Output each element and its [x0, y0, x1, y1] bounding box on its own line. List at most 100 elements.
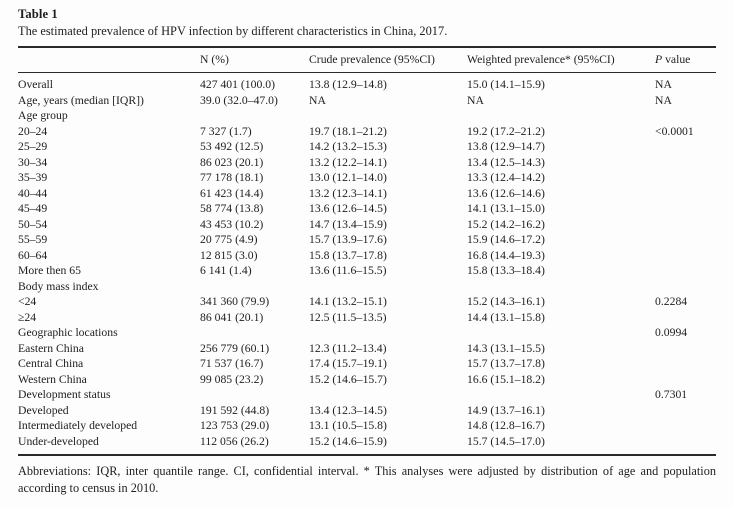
- cell-n: 86 041 (20.1): [200, 310, 264, 324]
- cell-crude: 14.7 (13.4–15.9): [309, 217, 387, 231]
- table-body: Overall 427 401 (100.0) 13.8 (12.9–14.8) 15…: [18, 73, 716, 456]
- cell-crude: 14.2 (13.2–15.3): [309, 140, 387, 153]
- cell-p: [655, 263, 716, 279]
- cell-weighted: 14.3 (13.1–15.5): [467, 341, 545, 355]
- cell-p: [655, 403, 716, 419]
- cell-label: More then 65: [18, 264, 81, 277]
- cell-weighted: [467, 387, 655, 403]
- cell-n: 123 753 (29.0): [200, 419, 270, 432]
- paper-page: Table 1 The estimated prevalence of HPV …: [18, 7, 716, 495]
- cell-p: [655, 139, 716, 155]
- header-row: N (%) Crude prevalence (95%CI) Weighted …: [18, 46, 716, 73]
- cell-crude: 15.8 (13.7–17.8): [309, 248, 387, 262]
- cell-weighted: 13.3 (12.4–14.2): [467, 171, 545, 184]
- cell-weighted: 14.1 (13.1–15.0): [467, 202, 545, 215]
- cell-p: [655, 108, 716, 124]
- cell-label: Eastern China: [18, 341, 84, 355]
- cell-weighted: 13.6 (12.6–14.6): [467, 186, 545, 200]
- cell-crude: 14.1 (13.2–15.1): [309, 295, 387, 308]
- cell-label: ≥24: [18, 310, 37, 324]
- section-row: Body mass index: [18, 279, 716, 295]
- table-row: 35–39 77 178 (18.1) 13.0 (12.1–14.0) 13.3 (…: [18, 170, 716, 186]
- cell-weighted: 15.7 (13.7–17.8): [467, 357, 545, 370]
- cell-weighted: [467, 325, 655, 341]
- cell-n: 112 056 (26.2): [200, 434, 269, 448]
- table-row: Age, years (median [IQR]) 39.0 (32.0–47.0…: [18, 93, 716, 109]
- cell-label: 50–54: [18, 217, 48, 231]
- cell-label: 60–64: [18, 248, 48, 262]
- cell-crude: [309, 108, 467, 124]
- section-row: Development status 0.7301: [18, 387, 716, 403]
- section-row: Age group: [18, 108, 716, 124]
- cell-p: 0.2284: [655, 295, 688, 308]
- cell-weighted: 15.7 (14.5–17.0): [467, 434, 545, 448]
- cell-weighted: 14.4 (13.1–15.8): [467, 310, 545, 324]
- cell-weighted: 15.0 (14.1–15.9): [467, 78, 545, 91]
- table-row: ≥24 86 041 (20.1) 12.5 (11.5–13.5) 14.4 (13…: [18, 310, 716, 326]
- table-row: 55–59 20 775 (4.9) 15.7 (13.9–17.6) 15.9 (1…: [18, 232, 716, 248]
- cell-label: 45–49: [18, 202, 48, 215]
- cell-label: 55–59: [18, 233, 48, 246]
- cell-weighted: [467, 279, 655, 295]
- col-header-crude: Crude prevalence (95%CI): [309, 46, 467, 73]
- table-row: Developed 191 592 (44.8) 13.4 (12.3–14.5) 1…: [18, 403, 716, 419]
- cell-crude: 19.7 (18.1–21.2): [309, 124, 387, 138]
- cell-crude: 13.0 (12.1–14.0): [309, 171, 387, 184]
- cell-p: <0.0001: [655, 124, 694, 138]
- cell-n: 7 327 (1.7): [200, 124, 252, 138]
- cell-p: [655, 372, 716, 388]
- cell-crude: 12.5 (11.5–13.5): [309, 310, 387, 324]
- cell-weighted: 16.8 (14.4–19.3): [467, 248, 545, 262]
- cell-label: Geographic locations: [18, 326, 118, 339]
- table-row: 30–34 86 023 (20.1) 13.2 (12.2–14.1) 13.4 (…: [18, 155, 716, 171]
- cell-p: [655, 341, 716, 357]
- cell-label: 40–44: [18, 186, 48, 200]
- cell-label: Central China: [18, 357, 84, 370]
- cell-label: 30–34: [18, 155, 48, 169]
- cell-weighted: 19.2 (17.2–21.2): [467, 124, 545, 138]
- cell-n: 71 537 (16.7): [200, 357, 264, 370]
- cell-n: 191 592 (44.8): [200, 403, 270, 417]
- cell-weighted: 14.9 (13.7–16.1): [467, 403, 545, 417]
- cell-p: 0.7301: [655, 388, 688, 401]
- cell-p: [655, 201, 716, 217]
- cell-label: Developed: [18, 403, 69, 417]
- cell-weighted: 14.8 (12.8–16.7): [467, 419, 545, 432]
- cell-crude: [309, 279, 467, 295]
- cell-p: [655, 155, 716, 171]
- cell-label: Under-developed: [18, 434, 99, 448]
- cell-n: [200, 325, 309, 341]
- section-row: Geographic locations 0.0994: [18, 325, 716, 341]
- table-row: Central China 71 537 (16.7) 17.4 (15.7–19.…: [18, 356, 716, 372]
- table-footnote: Abbreviations: IQR, inter quantile range…: [18, 464, 716, 495]
- cell-p: 0.0994: [655, 326, 688, 339]
- cell-crude: [309, 387, 467, 403]
- table-row: <24 341 360 (79.9) 14.1 (13.2–15.1) 15.2 (1…: [18, 294, 716, 310]
- col-header-pvalue: P value: [655, 46, 716, 73]
- cell-label: Intermediately developed: [18, 419, 138, 432]
- cell-weighted: 13.4 (12.5–14.3): [467, 155, 545, 169]
- cell-p: [655, 217, 716, 233]
- cell-crude: 13.2 (12.2–14.1): [309, 155, 387, 169]
- cell-label: 20–24: [18, 124, 48, 138]
- cell-p: [655, 170, 716, 186]
- table-row: 20–24 7 327 (1.7) 19.7 (18.1–21.2) 19.2 (17…: [18, 124, 716, 140]
- cell-p: NA: [655, 93, 672, 107]
- cell-n: 256 779 (60.1): [200, 341, 270, 355]
- cell-crude: 12.3 (11.2–13.4): [309, 341, 387, 355]
- cell-crude: 13.8 (12.9–14.8): [309, 78, 387, 91]
- table-label: Table 1: [18, 7, 58, 21]
- cell-label: 35–39: [18, 171, 48, 184]
- cell-label: Western China: [18, 372, 87, 386]
- cell-p: [655, 310, 716, 326]
- cell-n: 12 815 (3.0): [200, 248, 258, 262]
- cell-n: 341 360 (79.9): [200, 295, 270, 308]
- cell-weighted: 15.8 (13.3–18.4): [467, 264, 545, 277]
- cell-n: [200, 279, 309, 295]
- table-row: Overall 427 401 (100.0) 13.8 (12.9–14.8) 15…: [18, 73, 716, 93]
- cell-label: Age group: [18, 109, 68, 122]
- cell-n: 77 178 (18.1): [200, 171, 264, 184]
- table-row: 25–29 53 492 (12.5) 14.2 (13.2–15.3) 13.8 (…: [18, 139, 716, 155]
- prevalence-table: N (%) Crude prevalence (95%CI) Weighted …: [18, 46, 716, 456]
- cell-label: Age, years (median [IQR]): [18, 93, 144, 107]
